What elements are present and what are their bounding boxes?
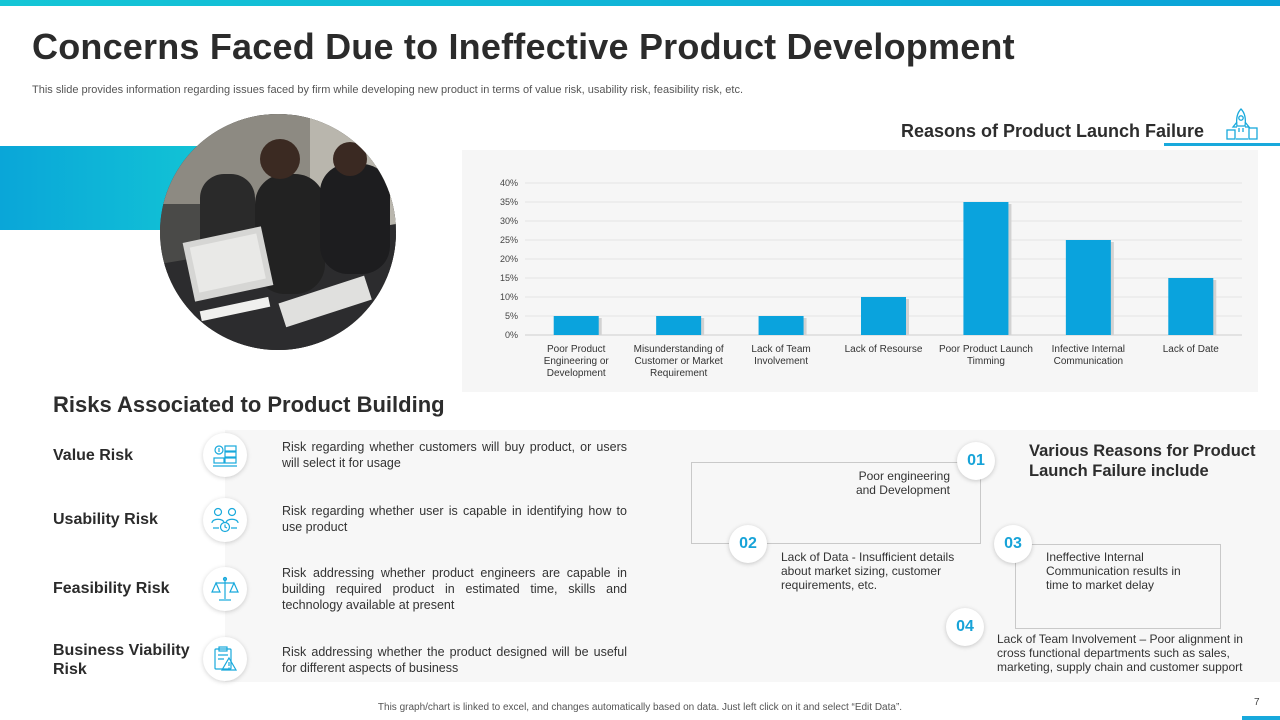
bar (656, 316, 702, 335)
risk-desc-value: Risk regarding whether customers will bu… (282, 440, 627, 470)
y-tick-label: 10% (500, 292, 518, 302)
x-tick-label: Lack of Date (1163, 344, 1220, 355)
x-tick-label: Communication (1054, 356, 1123, 367)
risk-name-business-viability: Business Viability Risk (53, 642, 190, 678)
risk-desc-feasibility: Risk addressing whether product engineer… (282, 566, 627, 612)
x-tick-label: Lack of Team (751, 344, 810, 355)
page-title-bold: Concerns Faced (32, 26, 315, 67)
y-tick-label: 5% (505, 311, 518, 321)
page-subtitle: This slide provides information regardin… (32, 84, 744, 96)
page-title-rest: Due to Ineffective Product Development (314, 26, 1015, 67)
reason-text-02: Lack of Data - Insufficient details abou… (781, 550, 955, 592)
reason-badge-04: 04 (946, 608, 984, 646)
x-tick-label: Infective Internal (1052, 344, 1125, 355)
y-tick-label: 30% (500, 216, 518, 226)
x-tick-label: Misunderstanding of (634, 344, 724, 355)
rocket-icon (1223, 106, 1259, 142)
risks-section-title: Risks Associated to Product Building (53, 392, 445, 417)
y-tick-label: 20% (500, 254, 518, 264)
x-tick-label: Engineering or (544, 356, 610, 367)
x-tick-label: Poor Product Launch (939, 344, 1033, 355)
x-tick-label: Development (547, 368, 606, 379)
chart-title: Reasons of Product Launch Failure (901, 121, 1205, 141)
risk-desc-usability: Risk regarding whether user is capable i… (282, 504, 627, 534)
users-clock-icon (203, 498, 247, 542)
reason-badge-01: 01 (957, 442, 995, 480)
reason-text-03: Ineffective Internal Communication resul… (1046, 550, 1181, 592)
reason-text-01: Poor engineering and Development (855, 469, 950, 497)
reason-badge-02: 02 (729, 525, 767, 563)
footer-note: This graph/chart is linked to excel, and… (377, 702, 903, 713)
reason-frame-top (691, 462, 981, 544)
bar (553, 316, 599, 335)
page-title: Concerns Faced Due to Ineffective Produc… (32, 26, 1015, 68)
reason-text-04: Lack of Team Involvement – Poor alignmen… (997, 632, 1243, 674)
page-number: 7 (1254, 697, 1260, 708)
x-tick-label: Requirement (650, 368, 707, 379)
x-tick-label: Poor Product (547, 344, 606, 355)
balance-scale-icon (203, 567, 247, 611)
risk-name-value: Value Risk (53, 447, 134, 464)
bar (758, 316, 804, 335)
y-tick-label: 40% (500, 178, 518, 188)
y-tick-label: 15% (500, 273, 518, 283)
x-tick-label: Lack of Resourse (845, 344, 923, 355)
y-tick-label: 35% (500, 197, 518, 207)
chart-panel: 0% 5% 10% 15% 20% 25% 30% 35% 40% Poor Product Eng… (462, 150, 1258, 392)
y-tick-label: 25% (500, 235, 518, 245)
x-tick-label: Involvement (754, 356, 808, 367)
bar (963, 202, 1009, 335)
reason-frame-bottom (1015, 544, 1221, 629)
x-tick-label: Customer or Market (634, 356, 723, 367)
risk-desc-business-viability: Risk addressing whether the product desi… (282, 645, 627, 675)
bar (1168, 278, 1214, 335)
meeting-photo (160, 114, 396, 350)
bar (1065, 240, 1111, 335)
reason-badge-03: 03 (994, 525, 1032, 563)
page-number-bar (1242, 716, 1280, 720)
clipboard-warning-icon (203, 637, 247, 681)
chart-title-underline (1164, 143, 1280, 146)
bar (861, 297, 906, 335)
risk-name-feasibility: Feasibility Risk (53, 580, 170, 597)
x-tick-label: Timming (967, 356, 1005, 367)
money-stack-icon (203, 433, 247, 477)
bar-chart[interactable]: 0% 5% 10% 15% 20% 25% 30% 35% 40% Poor ProductEng… (462, 150, 1258, 392)
reasons-heading: Various Reasons for Product Launch Failu… (1029, 442, 1256, 480)
y-tick-label: 0% (505, 330, 518, 340)
top-accent-bar (0, 0, 1280, 6)
risk-name-usability: Usability Risk (53, 511, 158, 528)
